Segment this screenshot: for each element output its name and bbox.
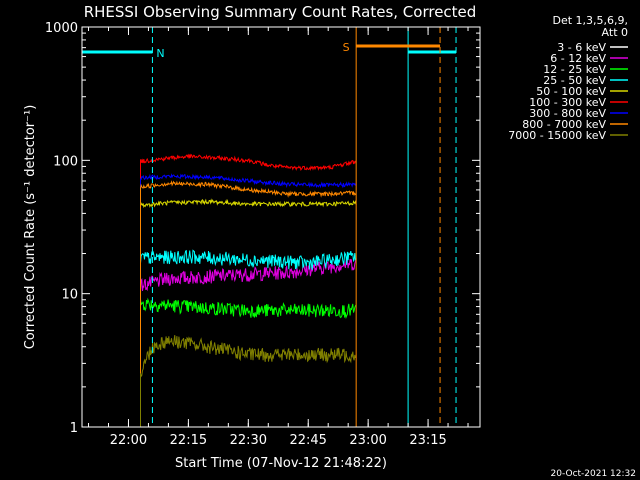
x-tick-label: 22:45 [289, 433, 326, 448]
legend-entry-label: 12 - 25 keV [543, 63, 606, 76]
y-tick-label: 100 [53, 154, 78, 169]
x-tick-label: 22:30 [230, 433, 267, 448]
series-line [140, 257, 357, 427]
legend-entry-label: 50 - 100 keV [536, 85, 606, 98]
legend-entry-label: 25 - 50 keV [543, 74, 606, 87]
y-axis-label: Corrected Count Rate (s⁻¹ detector⁻¹) [23, 105, 38, 350]
legend-entry-label: 3 - 6 keV [557, 41, 606, 54]
flag-label: S [343, 41, 350, 54]
series-line [140, 198, 357, 427]
x-tick-label: 22:15 [170, 433, 207, 448]
legend-entry-label: 800 - 7000 keV [522, 118, 606, 131]
series-line [140, 243, 357, 427]
series-line [140, 249, 357, 427]
series-line [140, 180, 357, 427]
y-tick-label: 10 [61, 288, 78, 303]
date-stamp: 20-Oct-2021 12:32 [551, 469, 636, 479]
series-line [140, 173, 357, 427]
legend-entry-label: 6 - 12 keV [550, 52, 606, 65]
flag-label: N [156, 47, 164, 60]
x-axis-label: Start Time (07-Nov-12 21:48:22) [175, 456, 387, 471]
series-line [140, 335, 357, 427]
plot-frame [81, 26, 481, 428]
legend-header-line-2: Att 0 [602, 26, 628, 39]
x-axis-ticks: 22:00 22:15 22:30 22:45 23:00 23:15 [88, 27, 469, 448]
legend-entry-label: 7000 - 15000 keV [508, 129, 606, 142]
chart-title: RHESSI Observing Summary Count Rates, Co… [84, 3, 477, 21]
x-tick-label: 23:00 [349, 433, 386, 448]
y-tick-label: 1 [70, 421, 78, 436]
series-traces [140, 153, 357, 427]
x-tick-label: 23:15 [409, 433, 446, 448]
series-line [140, 297, 357, 427]
series-line [140, 153, 357, 427]
legend-entry-label: 300 - 800 keV [529, 107, 606, 120]
y-tick-label: 1000 [45, 21, 78, 36]
legend-header-line-1: Det 1,3,5,6,9, [552, 14, 628, 27]
x-tick-label: 22:00 [110, 433, 147, 448]
legend-entry-label: 100 - 300 keV [529, 96, 606, 109]
